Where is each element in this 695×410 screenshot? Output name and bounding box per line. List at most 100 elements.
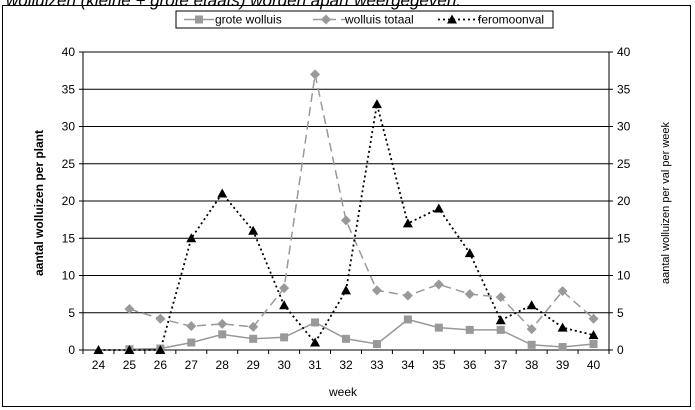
data-point-2 bbox=[433, 203, 444, 213]
data-point-1 bbox=[402, 290, 413, 301]
legend-marker bbox=[447, 14, 457, 24]
data-point-1 bbox=[341, 215, 351, 226]
y-left-tick-label: 15 bbox=[62, 231, 76, 245]
data-point-2 bbox=[186, 233, 197, 243]
y-right-tick-label: 15 bbox=[617, 231, 631, 245]
y-left-tick-label: 30 bbox=[62, 120, 76, 134]
data-point-0 bbox=[249, 334, 258, 343]
data-point-2 bbox=[124, 345, 135, 354]
data-point-0 bbox=[403, 315, 412, 324]
data-point-0 bbox=[311, 318, 320, 327]
data-point-1 bbox=[557, 286, 568, 297]
x-tick-label: 35 bbox=[432, 358, 446, 372]
x-tick-label: 30 bbox=[277, 358, 291, 372]
data-point-1 bbox=[371, 285, 382, 296]
data-point-1 bbox=[124, 304, 135, 315]
data-point-0 bbox=[527, 340, 536, 349]
data-point-2 bbox=[155, 345, 166, 354]
data-point-1 bbox=[248, 321, 259, 332]
x-tick-label: 39 bbox=[556, 358, 570, 372]
y-right-tick-label: 25 bbox=[617, 157, 631, 171]
y-left-tick-label: 25 bbox=[62, 157, 76, 171]
data-point-2 bbox=[588, 330, 599, 340]
data-point-2 bbox=[248, 225, 259, 235]
data-point-0 bbox=[558, 343, 567, 352]
x-tick-label: 40 bbox=[587, 358, 601, 372]
chart-frame: 0 5 10 15 20 25 30 35 40 0 5 10 15 20 25 30 35 40 24 25 26 27… bbox=[2, 5, 691, 407]
data-point-0 bbox=[434, 323, 443, 332]
y-left-tick-label: 20 bbox=[62, 194, 76, 208]
legend-marker bbox=[321, 14, 331, 25]
data-point-1 bbox=[433, 279, 444, 290]
data-point-2 bbox=[464, 248, 475, 258]
y-right-tick-label: 20 bbox=[617, 194, 631, 208]
x-axis-title: week bbox=[328, 385, 358, 399]
y-right-tick-label: 30 bbox=[617, 120, 631, 134]
data-point-1 bbox=[279, 283, 290, 294]
data-point-2 bbox=[310, 337, 321, 347]
data-point-1 bbox=[588, 313, 599, 324]
data-point-1 bbox=[464, 289, 475, 300]
x-tick-label: 34 bbox=[401, 358, 415, 372]
x-tick-label: 29 bbox=[246, 358, 260, 372]
x-tick-label: 26 bbox=[154, 358, 168, 372]
y-right-tick-label: 40 bbox=[617, 45, 631, 59]
x-tick-label: 25 bbox=[123, 358, 137, 372]
data-point-0 bbox=[280, 333, 289, 342]
data-point-2 bbox=[217, 188, 228, 198]
data-point-2 bbox=[402, 218, 413, 228]
x-tick-label: 36 bbox=[463, 358, 477, 372]
data-point-0 bbox=[218, 330, 227, 339]
legend-label: wolluis totaal bbox=[344, 13, 414, 27]
x-tick-label: 33 bbox=[370, 358, 384, 372]
legend-label: grote wolluis bbox=[215, 13, 282, 27]
legend: grote wolluis wolluis totaal feromoonval bbox=[175, 10, 554, 29]
series-lines bbox=[98, 74, 594, 351]
x-tick-label: 27 bbox=[185, 358, 199, 372]
y-right-tick-label: 0 bbox=[617, 343, 624, 357]
data-point-0 bbox=[465, 325, 474, 334]
y-left-tick-label: 40 bbox=[62, 45, 76, 59]
x-tick-label: 31 bbox=[308, 358, 322, 372]
x-tick-label: 24 bbox=[92, 358, 106, 372]
series-line-1 bbox=[129, 74, 594, 331]
line-chart: 0 5 10 15 20 25 30 35 40 0 5 10 15 20 25 30 35 40 24 25 26 27… bbox=[32, 10, 672, 399]
data-point-2 bbox=[557, 322, 568, 332]
legend-marker bbox=[195, 15, 203, 24]
data-point-2 bbox=[341, 285, 351, 295]
x-tick-label: 37 bbox=[494, 358, 508, 372]
legend-label: feromoonval bbox=[478, 13, 544, 27]
x-tick-label: 38 bbox=[525, 358, 539, 372]
y-left-tick-label: 5 bbox=[68, 306, 75, 320]
data-point-1 bbox=[310, 69, 321, 80]
data-point-1 bbox=[217, 318, 228, 329]
y-right-tick-label: 35 bbox=[617, 82, 631, 96]
data-point-2 bbox=[495, 315, 506, 325]
data-point-2 bbox=[279, 300, 290, 310]
data-point-2 bbox=[371, 99, 382, 109]
data-point-1 bbox=[155, 313, 166, 324]
y-left-tick-label: 35 bbox=[62, 82, 76, 96]
x-tick-label: 28 bbox=[216, 358, 230, 372]
series-markers bbox=[93, 69, 599, 354]
data-point-2 bbox=[93, 345, 104, 354]
y-left-tick-label: 10 bbox=[62, 269, 76, 283]
y-right-tick-label: 5 bbox=[617, 306, 624, 320]
data-point-0 bbox=[342, 334, 350, 343]
x-tick-label: 32 bbox=[339, 358, 353, 372]
legend-box bbox=[175, 10, 554, 29]
axes: 0 5 10 15 20 25 30 35 40 0 5 10 15 20 25 30 35 40 24 25 26 27… bbox=[62, 45, 631, 372]
data-point-0 bbox=[589, 340, 598, 349]
data-point-1 bbox=[526, 324, 537, 335]
y-right-tick-label: 10 bbox=[617, 269, 631, 283]
series-line-0 bbox=[129, 318, 594, 351]
data-point-1 bbox=[186, 321, 197, 332]
data-point-0 bbox=[496, 325, 505, 334]
y-left-tick-label: 0 bbox=[68, 343, 75, 357]
data-point-0 bbox=[187, 338, 196, 347]
data-point-0 bbox=[372, 340, 381, 349]
data-point-1 bbox=[495, 292, 506, 303]
gridlines bbox=[83, 51, 609, 314]
y-axis-right-title: aantal wolluizen per val per week bbox=[660, 121, 672, 284]
y-axis-left-title: aantal wolluizen per plant bbox=[32, 130, 46, 276]
